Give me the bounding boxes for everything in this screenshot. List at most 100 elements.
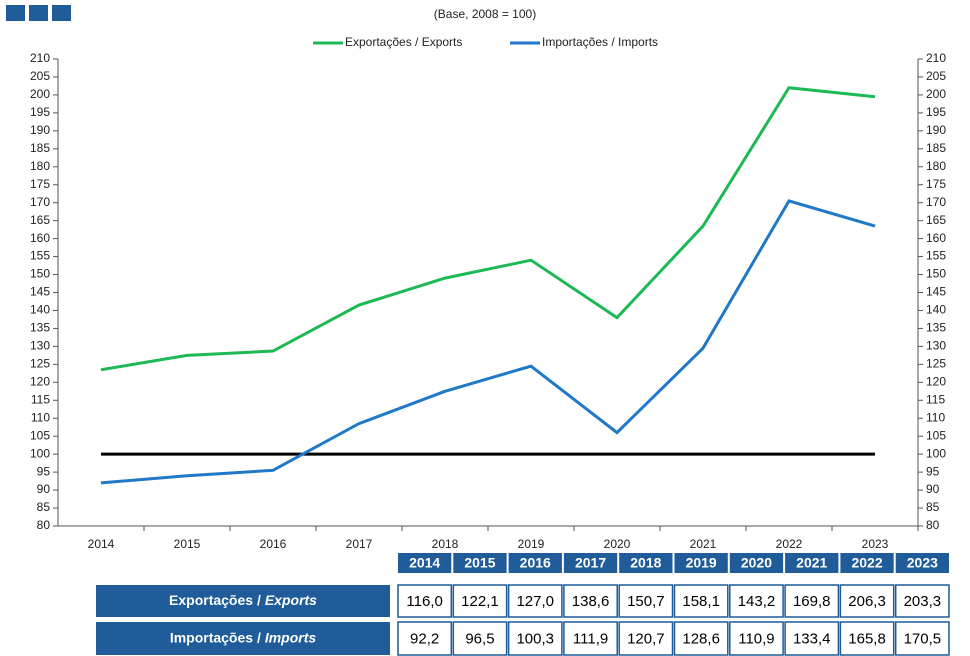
table-header: 2016 [520,555,551,571]
table-value: 133,4 [793,630,831,647]
x-tick-label: 2016 [260,537,287,551]
table-value: 120,7 [627,630,665,647]
table-cell [784,584,840,618]
x-tick-label: 2019 [518,537,545,551]
y2-tick-label: 80 [926,518,940,532]
y2-tick-label: 205 [926,69,946,83]
y2-tick-label: 155 [926,249,946,263]
y2-tick-label: 105 [926,428,946,442]
logo-square [52,5,71,21]
y-tick-label: 135 [30,321,50,335]
table-value: 169,8 [793,593,831,610]
table-value: 100,3 [516,630,554,647]
y2-tick-label: 85 [926,500,940,514]
y2-tick-label: 140 [926,303,946,317]
table-value: 203,3 [904,593,942,610]
y2-tick-label: 195 [926,105,946,119]
table-cell [784,621,840,656]
row-label-cell [96,622,390,655]
y-tick-label: 155 [30,249,50,263]
table-cell [894,584,950,618]
row-label: Importações / Imports [170,629,317,645]
y2-tick-label: 110 [926,410,945,424]
table-header-cell [895,553,949,573]
y-tick-label: 130 [30,339,50,353]
table-cell [729,621,784,656]
y2-tick-label: 150 [926,267,946,281]
table-value: 122,1 [461,593,499,610]
series-line [100,199,876,485]
table-cell [673,621,729,656]
table-cell [452,584,508,618]
table-cell [507,584,563,618]
y-tick-label: 100 [30,446,50,460]
y-tick-label: 210 [30,51,50,65]
y2-tick-label: 170 [926,195,946,209]
y-tick-label: 190 [30,123,50,137]
table-header: 2022 [851,555,882,571]
y2-tick-label: 145 [926,285,946,299]
y-tick-label: 115 [31,392,50,406]
x-tick-label: 2015 [174,537,201,551]
table-header-cell [840,553,894,573]
row-label-pt: Importações / [170,629,261,645]
y-tick-label: 185 [30,141,50,155]
table-cell [673,584,729,618]
table-header-cell [398,553,452,573]
y2-tick-label: 185 [926,141,946,155]
table-header: 2023 [907,555,938,571]
table-header: 2019 [686,555,717,571]
table-header: 2018 [630,555,661,571]
table-header: 2017 [575,555,606,571]
x-tick-label: 2020 [604,537,631,551]
x-tick-label: 2018 [432,537,459,551]
y-tick-label: 80 [37,518,51,532]
row-label: Exportações / Exports [169,592,317,608]
y2-tick-label: 135 [926,321,946,335]
table-cell [397,621,453,656]
table-cell [397,584,453,618]
table-header-cell [785,553,839,573]
table-cell [839,621,895,656]
x-tick-label: 2017 [346,537,373,551]
y-tick-label: 205 [30,69,50,83]
x-tick-label: 2023 [862,537,889,551]
table-header-cell [619,553,673,573]
x-tick-label: 2014 [88,537,115,551]
table-header-cell [563,553,618,573]
chart-subtitle: (Base, 2008 = 100) [434,7,536,21]
table-header-cell [729,553,784,573]
table-value: 127,0 [516,593,554,610]
table-value: 206,3 [848,593,886,610]
y-tick-label: 120 [30,374,50,388]
table-cell [563,584,618,618]
y-tick-label: 200 [30,87,50,101]
y-tick-label: 105 [30,428,50,442]
y2-tick-label: 210 [926,51,946,65]
table-value: 150,7 [627,593,665,610]
table-header: 2021 [796,555,827,571]
y-tick-label: 180 [30,159,50,173]
row-label-en: Exports [265,592,317,608]
legend-label: Exportações / Exports [345,35,462,49]
y2-tick-label: 120 [926,374,946,388]
table-header: 2014 [409,555,440,571]
y2-tick-label: 95 [926,464,940,478]
logo-square [6,5,25,21]
series-line [100,86,876,372]
table-cell [563,621,618,656]
y-tick-label: 145 [30,285,50,299]
y2-tick-label: 200 [926,87,946,101]
y2-tick-label: 165 [926,213,946,227]
legend-label: Importações / Imports [542,35,658,49]
y2-tick-label: 160 [926,231,946,245]
table-header-cell [508,553,562,573]
y-tick-label: 175 [30,177,50,191]
y2-tick-label: 175 [926,177,946,191]
table-cell [452,621,508,656]
row-label-cell [96,585,390,617]
y-tick-label: 150 [30,267,50,281]
y2-tick-label: 90 [926,482,940,496]
y-tick-label: 125 [30,357,50,371]
y2-tick-label: 115 [926,392,945,406]
